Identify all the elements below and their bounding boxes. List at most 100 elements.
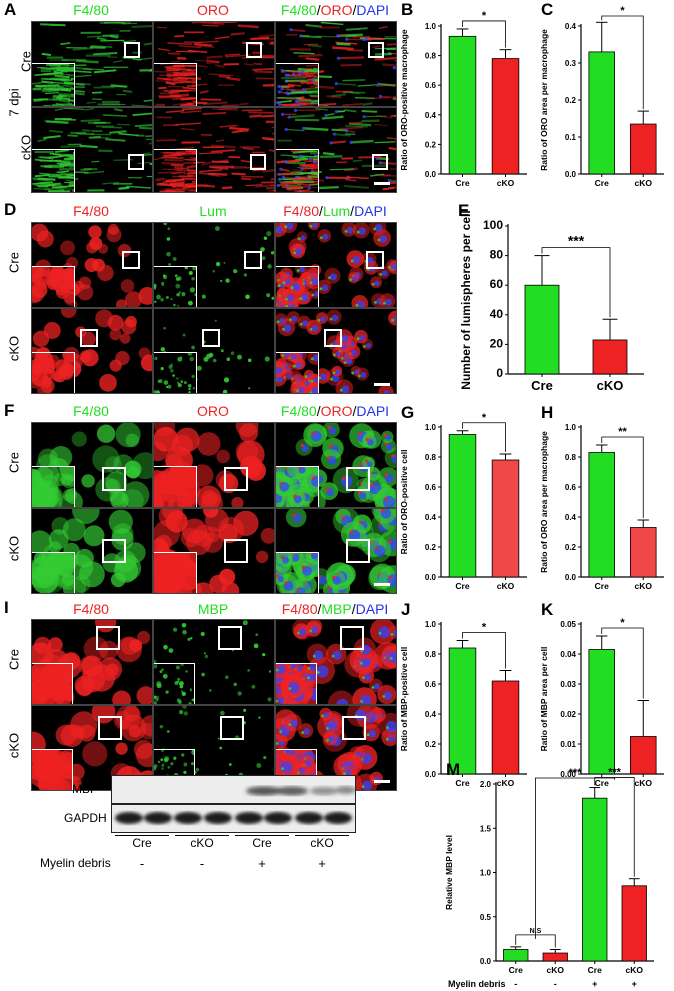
y-tick-label: 0.0 [480,957,492,966]
panel-letter-C: C [541,0,553,19]
col-header-part: MBP [321,601,352,617]
significance-label: * [620,5,625,17]
y-tick-label: 0.6 [565,483,577,492]
micrograph-D-1-1 [153,308,275,394]
zoom-box [220,716,244,740]
col-header-part: / [317,601,322,617]
treatment-value: + [318,856,326,871]
col-header-part: Lum [199,203,227,219]
zoom-box [102,467,126,491]
lane-label: Cre [252,836,272,850]
col-header-part: F4/80 [73,2,109,18]
y-tick-label: 0.0 [425,170,437,179]
col-header-part: ORO [197,403,229,419]
micrograph-A-1-0 [31,107,153,193]
row-label-D-1: cKO [6,335,22,362]
row-label-I-1: cKO [6,732,22,759]
col-header-part: F4/80 [281,601,318,617]
x-tick-label: cKO [497,178,515,188]
col-header-part: DAPI [356,2,390,18]
y-tick-label: 0.0 [565,170,577,179]
col-header-part: F4/80 [73,203,109,219]
x-tick-label: Cre [455,778,469,788]
zoom-box [98,716,122,740]
y-tick-label: 0.1 [565,133,577,142]
micrograph-F-0-2 [275,422,397,508]
scale-bar [374,583,390,586]
col-header-part: Lum [322,203,351,219]
chart-H: H 0.0 0.2 0.4 0.6 0.8 1.0 Ratio of ORO area per… [539,403,664,591]
y-tick-label: 80 [490,248,504,262]
y-axis-label: Ratio of ORO-positive macrophage [399,29,409,170]
bar-cre [582,797,608,962]
treatment-value: - [139,856,145,871]
significance-label: * [482,412,487,424]
significance-bracket [601,15,644,110]
panel-letter-M: M [446,760,460,779]
y-tick-label: 0.0 [425,770,437,779]
bar-cko [491,58,520,175]
col-header-part: / [352,403,357,419]
scale-bar [374,383,390,386]
col-header-F-0: F4/80 [31,403,151,419]
bar-cko [491,680,520,775]
y-tick-label: 0 [496,366,503,380]
col-header-D-2: F4/80/Lum/DAPI [275,203,395,219]
col-header-part: DAPI [356,403,390,419]
y-tick-label: 0.2 [425,740,437,749]
col-header-part: ORO [320,403,353,419]
chart-J: J 0.0 0.2 0.4 0.6 0.8 1.0 Ratio of MBP-positive… [399,600,527,788]
significance-bracket [462,632,506,669]
y-axis-label: Number of lumispheres per cell [459,210,473,389]
zoom-box [324,329,342,347]
zoom-box [366,251,384,269]
y-tick-label: 0.2 [565,543,577,552]
y-tick-label: 0.0 [425,573,437,582]
panel-letter-E: E [458,201,469,220]
micrograph-A-0-1 [153,21,275,107]
bar-cko [629,527,657,578]
treatment-value: - [554,979,557,989]
zoom-inset [32,149,75,192]
micrograph-I-0-2 [275,619,397,705]
y-tick-label: 0.5 [480,913,492,922]
zoom-box [346,467,370,491]
zoom-box [244,251,262,269]
row-label-F-1: cKO [6,535,22,562]
significance-bracket [594,777,635,877]
blot-gapdh [111,804,356,833]
col-header-part: ORO [197,2,229,18]
zoom-inset [154,63,197,106]
zoom-box [218,626,242,650]
treatment-label: Myelin debris [40,856,111,870]
micrograph-F-1-2 [275,508,397,594]
treatment-value: + [632,979,637,989]
col-header-part: / [316,2,321,18]
panel-letter-K: K [541,600,554,619]
x-tick-label: cKO [497,581,515,591]
zoom-box [340,626,364,650]
bar-cko [542,952,568,962]
lane-label: cKO [310,836,334,850]
y-tick-label: 0.8 [565,453,577,462]
col-header-part: F4/80 [73,601,109,617]
zoom-inset [154,149,197,192]
y-tick-label: 0.8 [425,650,437,659]
y-tick-label: 1.0 [425,423,437,432]
col-header-part: DAPI [355,601,389,617]
scale-bar [374,182,390,185]
col-header-A-1: ORO [153,2,273,18]
zoom-box [346,539,370,563]
y-tick-label: 1.5 [480,824,492,833]
zoom-box [122,251,140,269]
col-header-part: ORO [320,2,353,18]
significance-bracket [462,20,506,48]
zoom-inset [276,466,319,507]
zoom-inset [154,466,197,507]
y-tick-label: 100 [483,218,503,232]
timepoint-label: 7 dpi [6,88,22,117]
micrograph-A-0-2 [275,21,397,107]
y-tick-label: 0.2 [565,96,577,105]
treatment-value: + [258,856,266,871]
y-axis-label: Ratio of ORO area per macrophage [539,431,549,573]
